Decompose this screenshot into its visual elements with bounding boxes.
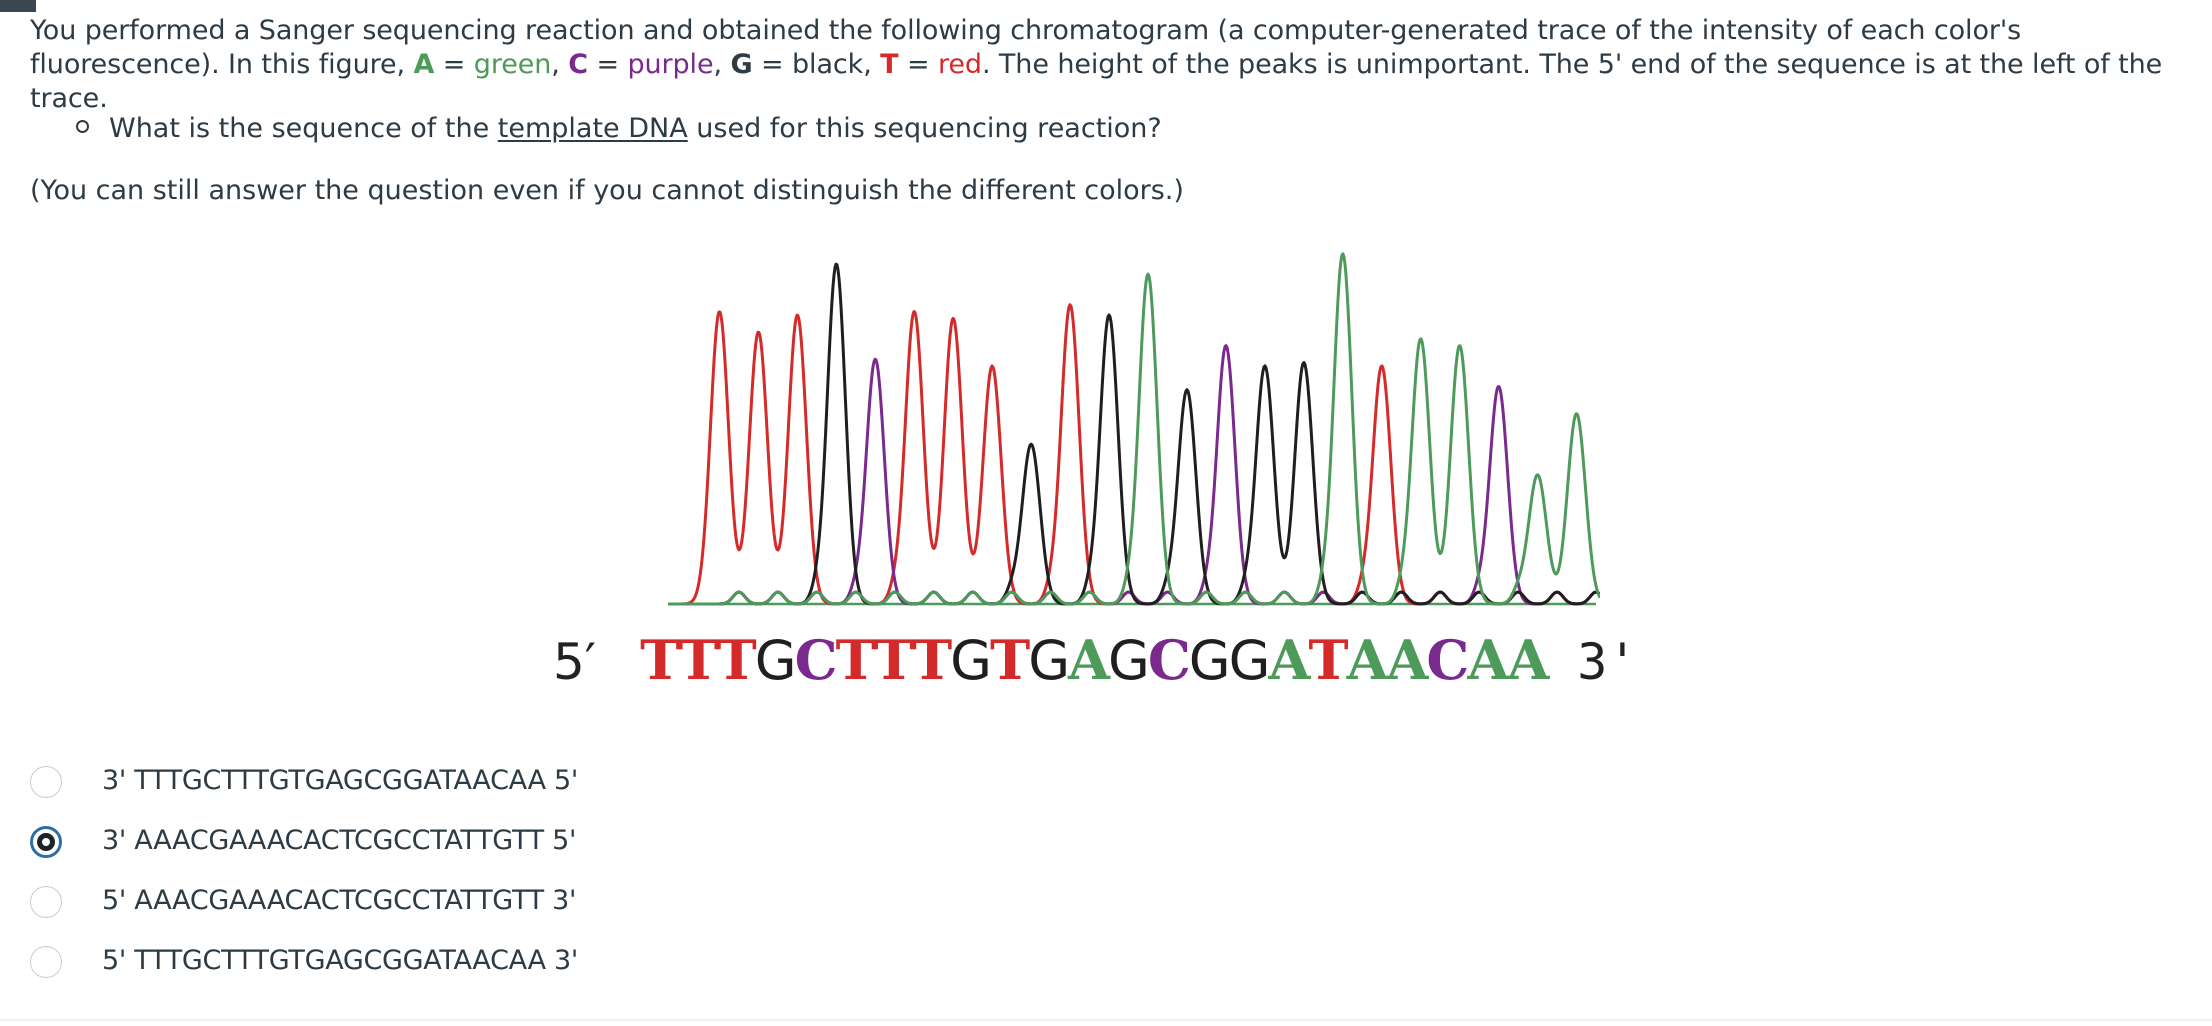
base-letter: A [1386,628,1429,692]
question-intro: You performed a Sanger sequencing reacti… [30,15,2022,80]
base-letter: A [1068,628,1110,692]
base-letter: A [1467,628,1509,692]
legend-c-letter: C [568,49,588,80]
base-letter: G [1107,629,1150,692]
answer-option-3[interactable]: 5' AAACGAAACACTCGCCTATTGTT 3' [20,878,720,938]
legend-c-color: purple [627,49,714,80]
question-text: You performed a Sanger sequencing reacti… [30,15,2163,114]
sub-question: What is the sequence of the template DNA… [76,112,1162,146]
base-letter: T [678,628,718,692]
option-label[interactable]: 3' TTTGCTTTGTGAGCGGATAACAA 5' [102,765,579,796]
sequence-bases: TTTGCTTTGTGAGCGGATAACAA [640,628,1549,692]
question-outro: . The height of the peaks is unimportant… [30,49,2163,114]
base-letter: T [990,628,1030,692]
bottom-divider [0,1019,2212,1021]
three-prime-label: 3' [1577,633,1638,691]
trace-A [668,252,1600,606]
legend-g-letter: G [730,49,753,80]
base-letter: T [835,628,876,692]
base-letter: T [911,628,952,692]
legend-t-color: red [937,49,982,80]
trace-G [668,262,1600,606]
legend-t-letter: T [880,49,899,80]
base-letter: T [716,628,757,692]
base-letter: A [1346,628,1389,692]
radio-button[interactable] [30,946,62,978]
answer-option-2[interactable]: 3' AAACGAAACACTCGCCTATTGTT 5' [20,818,720,878]
base-letter: G [1228,629,1271,692]
base-letter: A [1268,628,1311,692]
base-letter: C [794,628,838,692]
legend-a-letter: A [413,49,435,80]
option-label[interactable]: 3' AAACGAAACACTCGCCTATTGTT 5' [102,825,577,856]
corner-tab [0,0,36,12]
base-letter: C [1426,628,1469,692]
base-letter: T [1308,628,1348,692]
option-label[interactable]: 5' TTTGCTTTGTGAGCGGATAACAA 3' [102,945,579,976]
base-letter: C [1147,628,1191,692]
legend-g-color: black [792,49,864,80]
five-prime-label: 5′ [553,633,597,691]
color-note: (You can still answer the question even … [30,175,1184,206]
bullet-icon [76,120,89,133]
legend-a-color: green [473,49,552,80]
sequence-row: 5′ TTTGCTTTGTGAGCGGATAACAA 3' [553,628,1637,698]
base-letter: A [1507,628,1549,692]
base-letter: G [950,629,992,692]
base-letter: G [1188,629,1231,692]
sub-question-pre: What is the sequence of the [109,113,498,144]
sub-question-underlined: template DNA [497,113,688,144]
radio-button[interactable] [30,886,62,918]
option-label[interactable]: 5' AAACGAAACACTCGCCTATTGTT 3' [102,885,577,916]
sub-question-post: used for this sequencing reaction? [687,113,1162,144]
base-letter: G [1028,629,1070,692]
base-letter: T [873,628,914,692]
radio-button[interactable] [30,766,62,798]
answer-option-4[interactable]: 5' TTTGCTTTGTGAGCGGATAACAA 3' [20,938,720,998]
radio-button[interactable] [30,826,62,858]
base-letter: T [640,628,680,692]
answer-options: 3' TTTGCTTTGTGAGCGGATAACAA 5' 3' AAACGAA… [20,758,720,998]
base-letter: G [754,629,797,692]
answer-option-1[interactable]: 3' TTTGCTTTGTGAGCGGATAACAA 5' [20,758,720,818]
chromatogram-figure [668,252,1600,606]
